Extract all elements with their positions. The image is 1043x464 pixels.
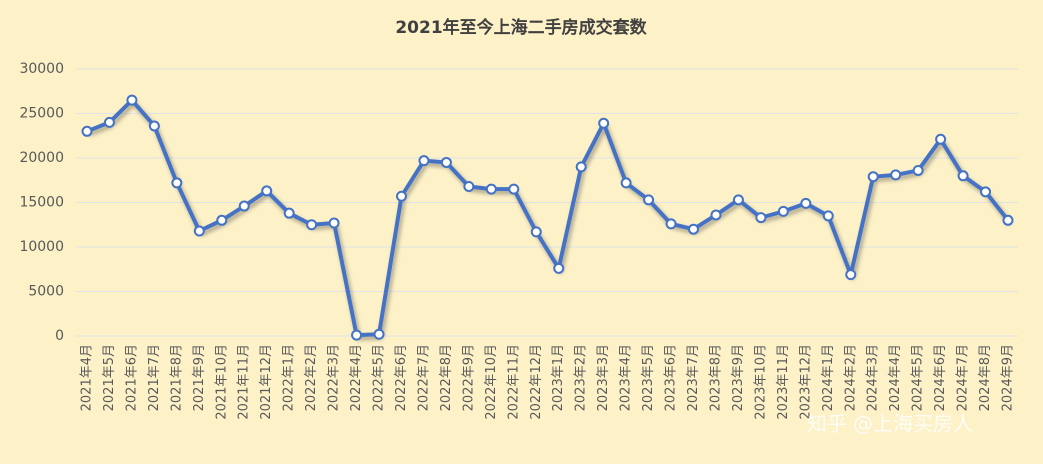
data-point	[171, 177, 183, 189]
data-point	[328, 217, 340, 229]
x-tick-label: 2023年9月	[731, 344, 746, 411]
data-point	[665, 218, 677, 230]
x-tick-label: 2022年3月	[327, 344, 342, 411]
data-point	[81, 125, 93, 137]
data-point	[283, 207, 295, 219]
x-tick-label: 2023年12月	[798, 344, 813, 420]
x-tick-label: 2023年2月	[574, 344, 589, 411]
data-point	[620, 177, 632, 189]
x-tick-label: 2021年8月	[169, 344, 184, 411]
x-tick-label: 2024年1月	[821, 344, 836, 411]
x-tick-label: 2022年11月	[506, 344, 521, 420]
data-point	[845, 269, 857, 281]
data-point	[373, 328, 385, 340]
x-tick-label: 2024年2月	[843, 344, 858, 411]
data-point	[530, 226, 542, 238]
data-point	[216, 214, 228, 226]
x-tick-label: 2023年3月	[596, 344, 611, 411]
data-point	[732, 194, 744, 206]
x-tick-label: 2022年2月	[304, 344, 319, 411]
data-point	[103, 116, 115, 128]
x-tick-label: 2023年8月	[708, 344, 723, 411]
data-point	[800, 197, 812, 209]
data-point	[508, 183, 520, 195]
x-tick-label: 2022年1月	[282, 344, 297, 411]
data-point	[440, 156, 452, 168]
data-point	[643, 194, 655, 206]
chart-title: 2021年至今上海二手房成交套数	[395, 17, 647, 38]
x-tick-label: 2023年5月	[641, 344, 656, 411]
data-point	[980, 186, 992, 198]
x-tick-label: 2021年9月	[192, 344, 207, 411]
data-point	[193, 225, 205, 237]
data-point	[1002, 214, 1014, 226]
data-point	[598, 117, 610, 129]
x-tick-label: 2024年8月	[978, 344, 993, 411]
watermark: 知乎 @上海买房人	[807, 412, 973, 436]
data-point	[126, 94, 138, 106]
x-tick-label: 2024年9月	[1001, 344, 1016, 411]
x-tick-label: 2022年10月	[484, 344, 499, 420]
data-point	[912, 164, 924, 176]
data-point	[822, 210, 834, 222]
data-point	[485, 183, 497, 195]
x-tick-label: 2022年8月	[439, 344, 454, 411]
x-tick-label: 2023年1月	[551, 344, 566, 411]
x-tick-label: 2023年10月	[753, 344, 768, 420]
x-tick-label: 2021年10月	[214, 344, 229, 420]
x-tick-label: 2021年11月	[237, 344, 252, 420]
x-tick-label: 2022年6月	[394, 344, 409, 411]
data-point	[351, 329, 363, 341]
data-point	[890, 169, 902, 181]
x-tick-label: 2023年11月	[776, 344, 791, 420]
y-tick-label: 30000	[19, 61, 64, 77]
x-tick-label: 2022年7月	[416, 344, 431, 411]
data-point	[777, 205, 789, 217]
data-point	[575, 161, 587, 173]
data-point	[463, 180, 475, 192]
x-tick-label: 2024年5月	[911, 344, 926, 411]
data-point	[935, 133, 947, 145]
data-point	[957, 170, 969, 182]
data-point	[395, 190, 407, 202]
x-tick-label: 2024年3月	[866, 344, 881, 411]
data-point	[553, 262, 565, 274]
data-point	[238, 200, 250, 212]
x-tick-label: 2021年6月	[124, 344, 139, 411]
data-point	[306, 219, 318, 231]
x-tick-label: 2024年4月	[888, 344, 903, 411]
y-tick-label: 15000	[19, 195, 64, 211]
x-tick-label: 2024年6月	[933, 344, 948, 411]
y-tick-label: 5000	[28, 284, 64, 300]
y-tick-label: 0	[55, 328, 64, 344]
x-tick-label: 2022年9月	[461, 344, 476, 411]
x-tick-label: 2021年12月	[259, 344, 274, 420]
y-tick-label: 10000	[19, 239, 64, 255]
x-tick-label: 2021年7月	[147, 344, 162, 411]
data-point	[418, 155, 430, 167]
data-point	[710, 209, 722, 221]
x-tick-label: 2023年4月	[619, 344, 634, 411]
y-tick-label: 25000	[19, 106, 64, 122]
x-tick-label: 2022年12月	[529, 344, 544, 420]
x-tick-label: 2021年5月	[102, 344, 117, 411]
data-point	[867, 171, 879, 183]
x-tick-label: 2022年5月	[372, 344, 387, 411]
x-tick-label: 2022年4月	[349, 344, 364, 411]
y-tick-label: 20000	[19, 150, 64, 166]
data-point	[261, 185, 273, 197]
data-point	[755, 212, 767, 224]
data-point	[688, 223, 700, 235]
x-tick-label: 2023年7月	[686, 344, 701, 411]
x-tick-label: 2023年6月	[664, 344, 679, 411]
x-tick-label: 2021年4月	[80, 344, 95, 411]
x-tick-label: 2024年7月	[956, 344, 971, 411]
data-point	[148, 120, 160, 132]
